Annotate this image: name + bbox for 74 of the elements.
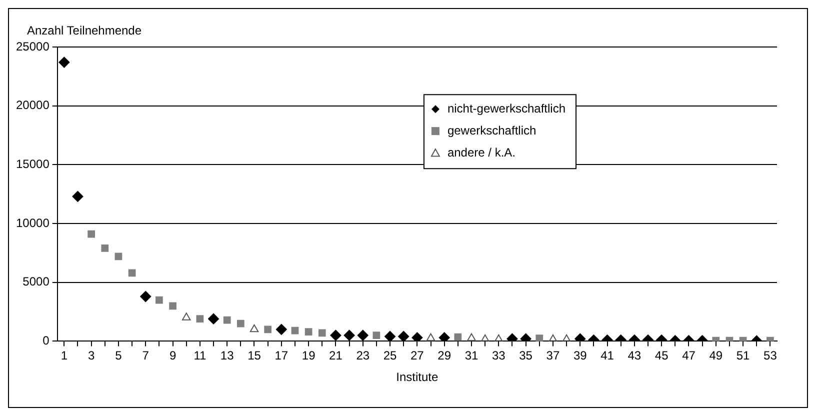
point xyxy=(88,230,95,238)
point xyxy=(398,330,410,342)
y-tick-label: 25000 xyxy=(16,39,50,54)
x-tick-label: 19 xyxy=(302,348,316,363)
point xyxy=(304,328,312,336)
x-tick-label: 1 xyxy=(60,348,68,363)
point xyxy=(208,313,220,324)
y-axis-title: Anzahl Teilnehmende xyxy=(27,23,142,38)
x-tick-label: 15 xyxy=(248,348,262,363)
point xyxy=(223,316,231,324)
point xyxy=(72,190,84,202)
x-tick-label: 9 xyxy=(169,348,176,363)
x-tick-label: 31 xyxy=(464,348,478,363)
point xyxy=(384,330,396,342)
x-tick-label: 49 xyxy=(709,348,723,363)
point xyxy=(114,252,122,260)
x-tick-label: 53 xyxy=(764,348,778,363)
x-tick-label: 13 xyxy=(220,348,234,363)
point xyxy=(536,334,544,342)
point xyxy=(454,333,462,341)
point xyxy=(236,320,244,328)
point xyxy=(438,332,450,342)
x-tick-label: 23 xyxy=(356,348,370,363)
point xyxy=(291,326,299,334)
legend-label: andere / k.A. xyxy=(447,145,516,160)
x-tick-label: 27 xyxy=(410,348,424,363)
point xyxy=(250,324,259,332)
x-tick-label: 3 xyxy=(88,348,95,363)
x-tick-label: 41 xyxy=(600,348,614,363)
x-axis-title: Institute xyxy=(396,370,439,384)
x-tick-label: 21 xyxy=(329,348,343,363)
point xyxy=(330,330,342,341)
x-tick-label: 35 xyxy=(519,348,533,363)
point xyxy=(264,326,272,334)
point xyxy=(426,333,436,342)
point xyxy=(276,324,287,335)
x-tick-label: 33 xyxy=(492,348,506,363)
x-tick-label: 17 xyxy=(274,348,288,363)
point xyxy=(357,330,368,341)
point xyxy=(101,244,109,252)
x-tick-label: 7 xyxy=(142,348,150,363)
point xyxy=(169,302,176,310)
x-tick-label: 45 xyxy=(654,348,669,363)
x-tick-label: 11 xyxy=(194,348,206,363)
point xyxy=(140,290,152,302)
x-tick-label: 5 xyxy=(115,348,122,363)
point xyxy=(548,334,558,342)
point xyxy=(494,334,504,342)
legend-label: nicht-gewerkschaftlich xyxy=(447,101,566,116)
point xyxy=(182,312,191,320)
x-tick-label: 37 xyxy=(546,348,560,363)
point xyxy=(196,315,204,323)
x-tick-label: 47 xyxy=(682,348,696,363)
point xyxy=(128,269,136,277)
point xyxy=(412,332,423,342)
point xyxy=(467,333,476,342)
y-tick-label: 10000 xyxy=(16,216,50,230)
x-tick-label: 29 xyxy=(438,348,452,363)
frame: Institute 1 3 5 7 9 11 13 15 17 19 21 23 25 27 29 31 33 35 37 39 41 43 45 47 49 51 53 0 5000 10000 15000 20000 25000 nicht-gewerkschaftlich gewerkschaftlich andere / k.A. Anzahl Teilnehmende xyxy=(8,8,808,408)
point xyxy=(372,332,380,339)
y-tick-label: 0 xyxy=(42,334,50,348)
x-tick-label: 51 xyxy=(736,348,750,363)
point xyxy=(156,296,163,304)
point xyxy=(480,334,490,342)
point xyxy=(344,330,355,341)
x-tick-label: 43 xyxy=(628,348,642,363)
y-tick-label: 5000 xyxy=(22,274,50,289)
legend-label: gewerkschaftlich xyxy=(447,123,536,138)
point xyxy=(562,334,571,342)
y-tick-label: 20000 xyxy=(16,98,50,112)
x-tick-label: 39 xyxy=(573,348,588,363)
x-tick-label: 25 xyxy=(383,348,398,363)
y-tick-label: 15000 xyxy=(16,156,50,171)
point xyxy=(318,329,326,337)
